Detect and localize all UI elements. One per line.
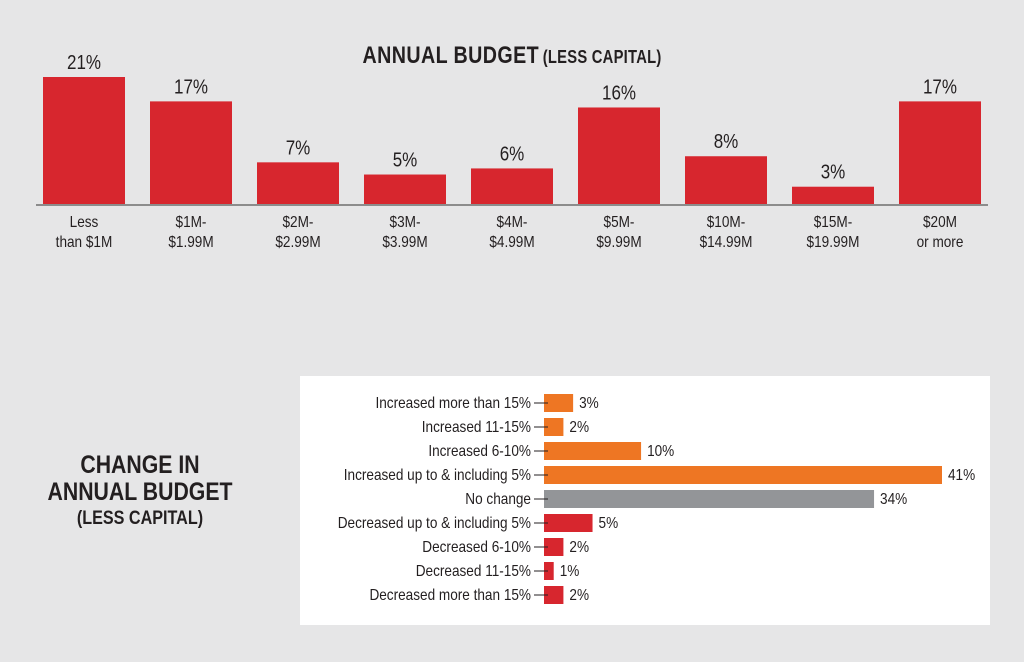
budget-bar [471,168,553,205]
change-bar [544,442,642,460]
change-category-label: No change [465,491,531,508]
change-chart-panel: Increased more than 15% 3% Increased 11-15… [300,376,990,625]
change-value-label: 1% [560,563,580,580]
change-value-label: 2% [569,539,589,556]
budget-category-label: than $1M [56,234,113,251]
change-title-line-3: (LESS CAPITAL) [76,508,204,529]
budget-value-label: 17% [923,75,957,98]
budget-value-label: 21% [67,51,101,74]
change-chart-title: CHANGE IN ANNUAL BUDGET (LESS CAPITAL) [20,452,260,532]
budget-bar [899,101,981,205]
change-title-line-1: CHANGE IN [80,451,200,479]
change-bar [544,466,942,484]
annual-budget-bar-chart: 21% Less than $1M 17% $1M- $1.99M 7% $2M- $2.99M… [36,51,988,251]
budget-category-label: $5M- [604,214,635,231]
budget-bar [257,162,339,205]
budget-value-label: 3% [821,160,846,183]
change-category-label: Increased 6-10% [428,443,531,460]
budget-category-label: $3.99M [382,234,427,251]
change-category-label: Decreased 6-10% [422,539,531,556]
budget-bar [364,174,446,205]
budget-category-label: $15M- [814,214,853,231]
chart-title-sub: (LESS CAPITAL) [542,47,662,67]
budget-value-label: 7% [286,136,311,159]
change-category-label: Decreased more than 15% [369,587,531,604]
budget-bar [150,101,232,205]
change-bar [544,418,564,436]
budget-value-label: 8% [714,130,739,153]
budget-category-label: $14.99M [700,234,753,251]
budget-category-label: $20M [923,214,957,231]
budget-bar [43,77,125,205]
budget-category-label: $19.99M [807,234,860,251]
change-value-label: 3% [579,395,599,412]
change-bar [544,514,593,532]
change-category-label: Increased 11-15% [422,419,531,436]
change-category-label: Increased more than 15% [375,395,531,412]
budget-category-label: Less [70,214,99,231]
change-category-label: Increased up to & including 5% [344,467,531,484]
change-in-budget-bar-chart: Increased more than 15% 3% Increased 11-15… [338,394,975,604]
budget-category-label: $2.99M [275,234,320,251]
change-value-label: 2% [569,587,589,604]
change-value-label: 41% [948,467,975,484]
change-bar [544,562,554,580]
budget-category-label: $1.99M [168,234,213,251]
change-category-label: Decreased 11-15% [416,563,531,580]
change-bar [544,394,574,412]
budget-category-label: $10M- [707,214,746,231]
change-value-label: 5% [599,515,619,532]
change-value-label: 2% [569,419,589,436]
change-value-label: 34% [880,491,907,508]
budget-bar [578,107,660,205]
chart-title: ANNUAL BUDGET (LESS CAPITAL) [92,42,932,70]
budget-bar [792,186,874,205]
change-value-label: 10% [647,443,674,460]
budget-category-label: $9.99M [596,234,641,251]
change-bar [544,538,564,556]
budget-category-label: $2M- [283,214,314,231]
change-title-line-2: ANNUAL BUDGET [47,478,233,506]
budget-value-label: 5% [393,148,418,171]
change-bar [544,586,564,604]
budget-category-label: $3M- [390,214,421,231]
budget-value-label: 16% [602,81,636,104]
chart-title-main: ANNUAL BUDGET [362,42,540,69]
budget-category-label: $4.99M [489,234,534,251]
budget-value-label: 17% [174,75,208,98]
budget-category-label: $1M- [176,214,207,231]
budget-category-label: $4M- [497,214,528,231]
budget-bar [685,156,767,205]
change-category-label: Decreased up to & including 5% [338,515,531,532]
change-bar [544,490,875,508]
budget-category-label: or more [917,234,964,251]
budget-value-label: 6% [500,142,525,165]
